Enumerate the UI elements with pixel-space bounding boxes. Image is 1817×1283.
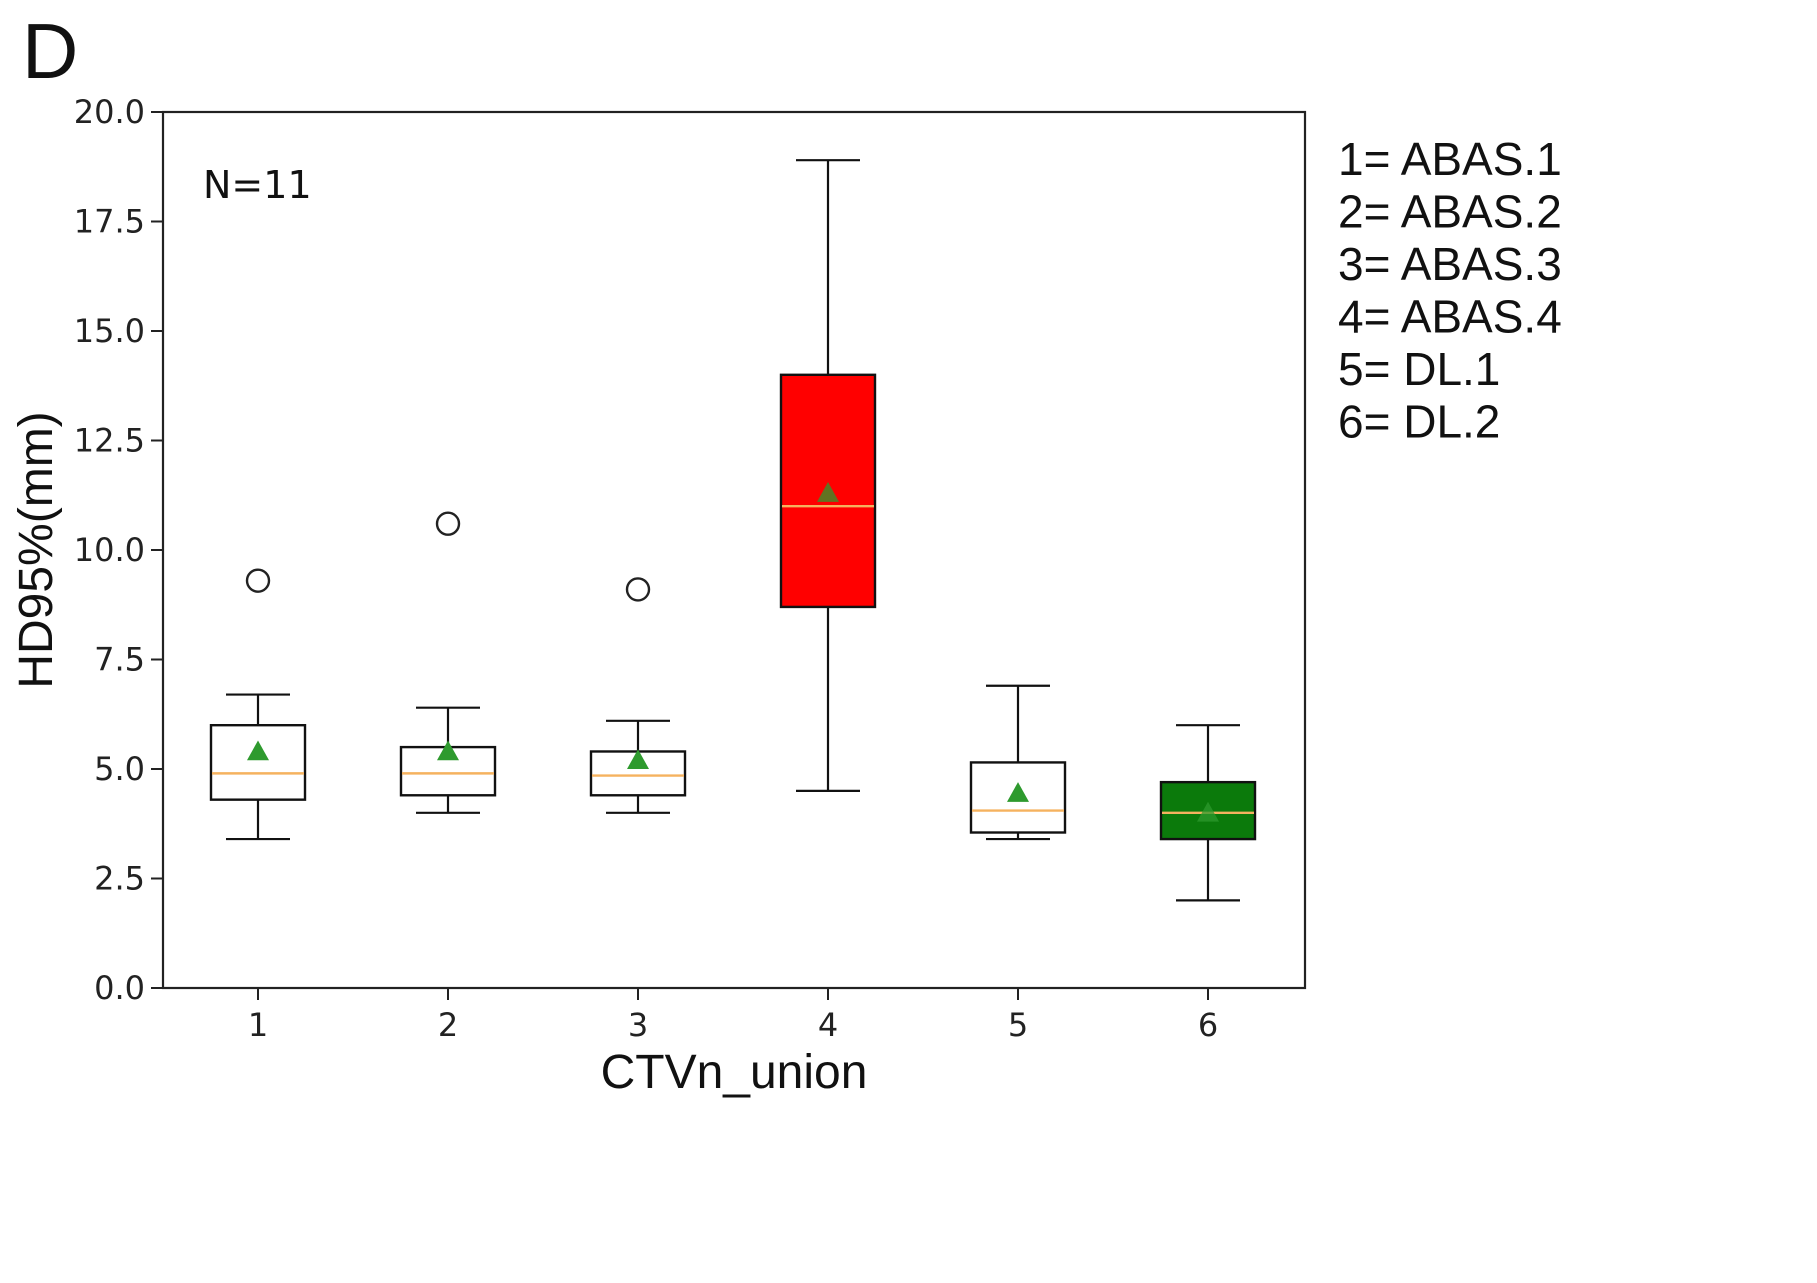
legend-entry: 3= ABAS.3 [1338, 238, 1562, 290]
iqr-box [209, 724, 307, 801]
x-tick-label: 1 [248, 1006, 268, 1044]
x-tick-label: 4 [818, 1006, 838, 1044]
y-tick-label: 7.5 [94, 641, 145, 679]
y-tick-label: 0.0 [94, 969, 145, 1007]
y-tick-label: 20.0 [74, 93, 145, 131]
x-tick-label: 3 [628, 1006, 648, 1044]
box-3 [589, 577, 687, 814]
x-axis-label: CTVn_union [601, 1046, 868, 1099]
panel-label: D [22, 7, 78, 95]
legend-entry: 6= DL.2 [1338, 396, 1500, 448]
y-tick-label: 12.5 [74, 422, 145, 460]
y-tick-label: 5.0 [94, 750, 145, 788]
box-4 [779, 159, 877, 793]
outlier-point [245, 568, 271, 593]
y-tick-label: 2.5 [94, 860, 145, 898]
x-tick-label: 5 [1008, 1006, 1028, 1044]
mean-marker [247, 740, 269, 761]
y-tick-label: 15.0 [74, 312, 145, 350]
legend-entry: 4= ABAS.4 [1338, 291, 1562, 343]
y-tick-label: 17.5 [74, 203, 145, 241]
mean-marker [437, 740, 459, 761]
mean-marker [1197, 801, 1219, 822]
legend-entry: 2= ABAS.2 [1338, 186, 1562, 238]
sample-size-annotation: N=11 [203, 163, 312, 207]
y-tick-label: 10.0 [74, 531, 145, 569]
box-5 [969, 684, 1067, 841]
plot-area-frame [161, 110, 1307, 990]
box-series [209, 159, 1257, 902]
legend-entry: 1= ABAS.1 [1338, 133, 1562, 185]
outlier-point [625, 577, 651, 602]
mean-marker [627, 749, 649, 770]
outlier-point [435, 511, 461, 536]
x-axis: 1 2 3 4 5 6 [248, 988, 1218, 1044]
x-tick-label: 2 [438, 1006, 458, 1044]
legend: 1= ABAS.12= ABAS.23= ABAS.34= ABAS.45= D… [1338, 133, 1562, 448]
box-6 [1159, 724, 1257, 902]
y-axis: 0.0 2.5 5.0 7.5 10.0 12.5 15.0 17.5 20.0 [74, 93, 163, 1007]
legend-entry: 5= DL.1 [1338, 343, 1500, 395]
mean-marker [817, 482, 839, 502]
box-1 [209, 568, 307, 841]
y-axis-label: HD95%(mm) [10, 411, 63, 688]
x-tick-label: 6 [1198, 1006, 1218, 1044]
mean-marker [1007, 782, 1029, 802]
box-2 [399, 511, 497, 814]
